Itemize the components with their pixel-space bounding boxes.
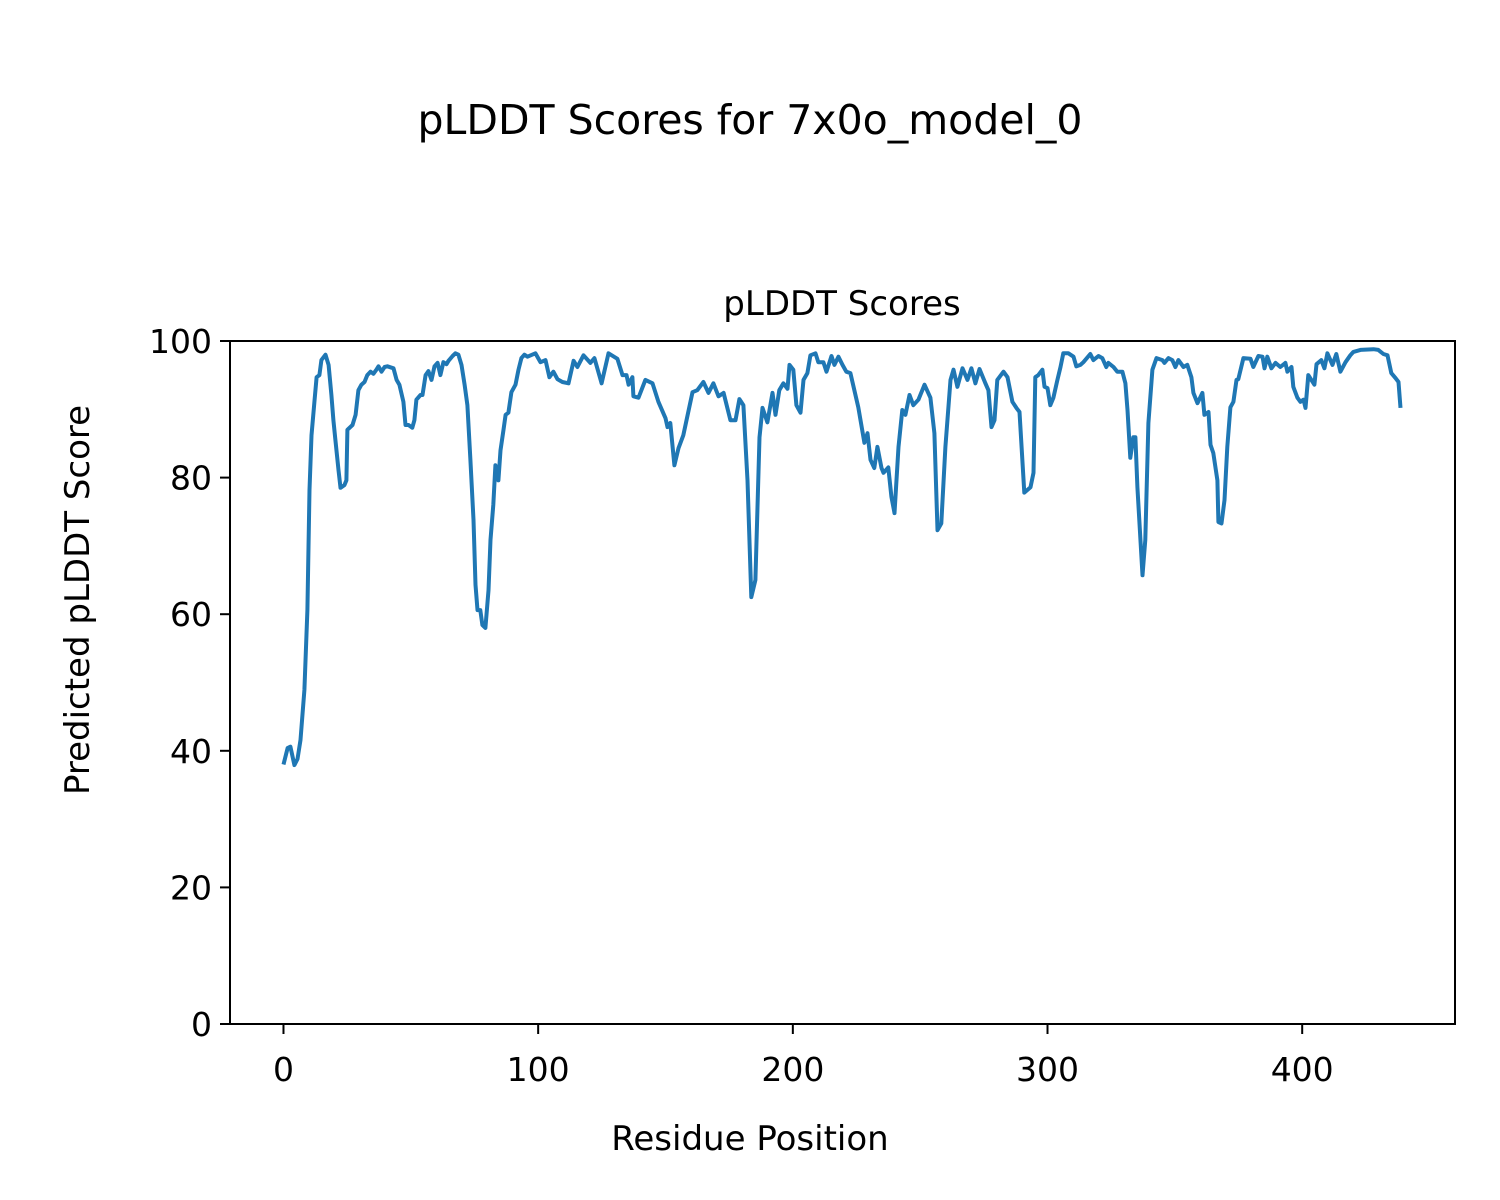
y-tick-label: 80: [170, 459, 212, 498]
x-tick-label: 400: [1271, 1050, 1334, 1089]
y-axis: 0 20 40 60 80 100: [149, 322, 230, 1044]
x-axis-label: Residue Position: [611, 1119, 888, 1159]
y-tick-label: 60: [170, 595, 212, 634]
y-axis-label: Predicted pLDDT Score: [58, 405, 98, 795]
y-tick-label: 40: [170, 732, 212, 771]
y-tick-label: 0: [191, 1005, 212, 1044]
x-axis: 0 100 200 300 400: [273, 1024, 1334, 1089]
series-layer: [281, 347, 1403, 768]
axes-frame: [229, 340, 1456, 1025]
x-tick-label: 100: [507, 1050, 570, 1089]
x-tick-label: 300: [1016, 1050, 1079, 1089]
y-tick-label: 100: [149, 322, 212, 361]
figure-suptitle: pLDDT Scores for 7x0o_model_0: [418, 96, 1083, 144]
x-tick-label: 0: [273, 1050, 294, 1089]
x-tick-label: 200: [761, 1050, 824, 1089]
axes-title: pLDDT Scores: [723, 284, 960, 324]
y-tick-label: 20: [170, 868, 212, 907]
series-line-plddt: [281, 347, 1403, 768]
plot-area: [230, 341, 1455, 1024]
